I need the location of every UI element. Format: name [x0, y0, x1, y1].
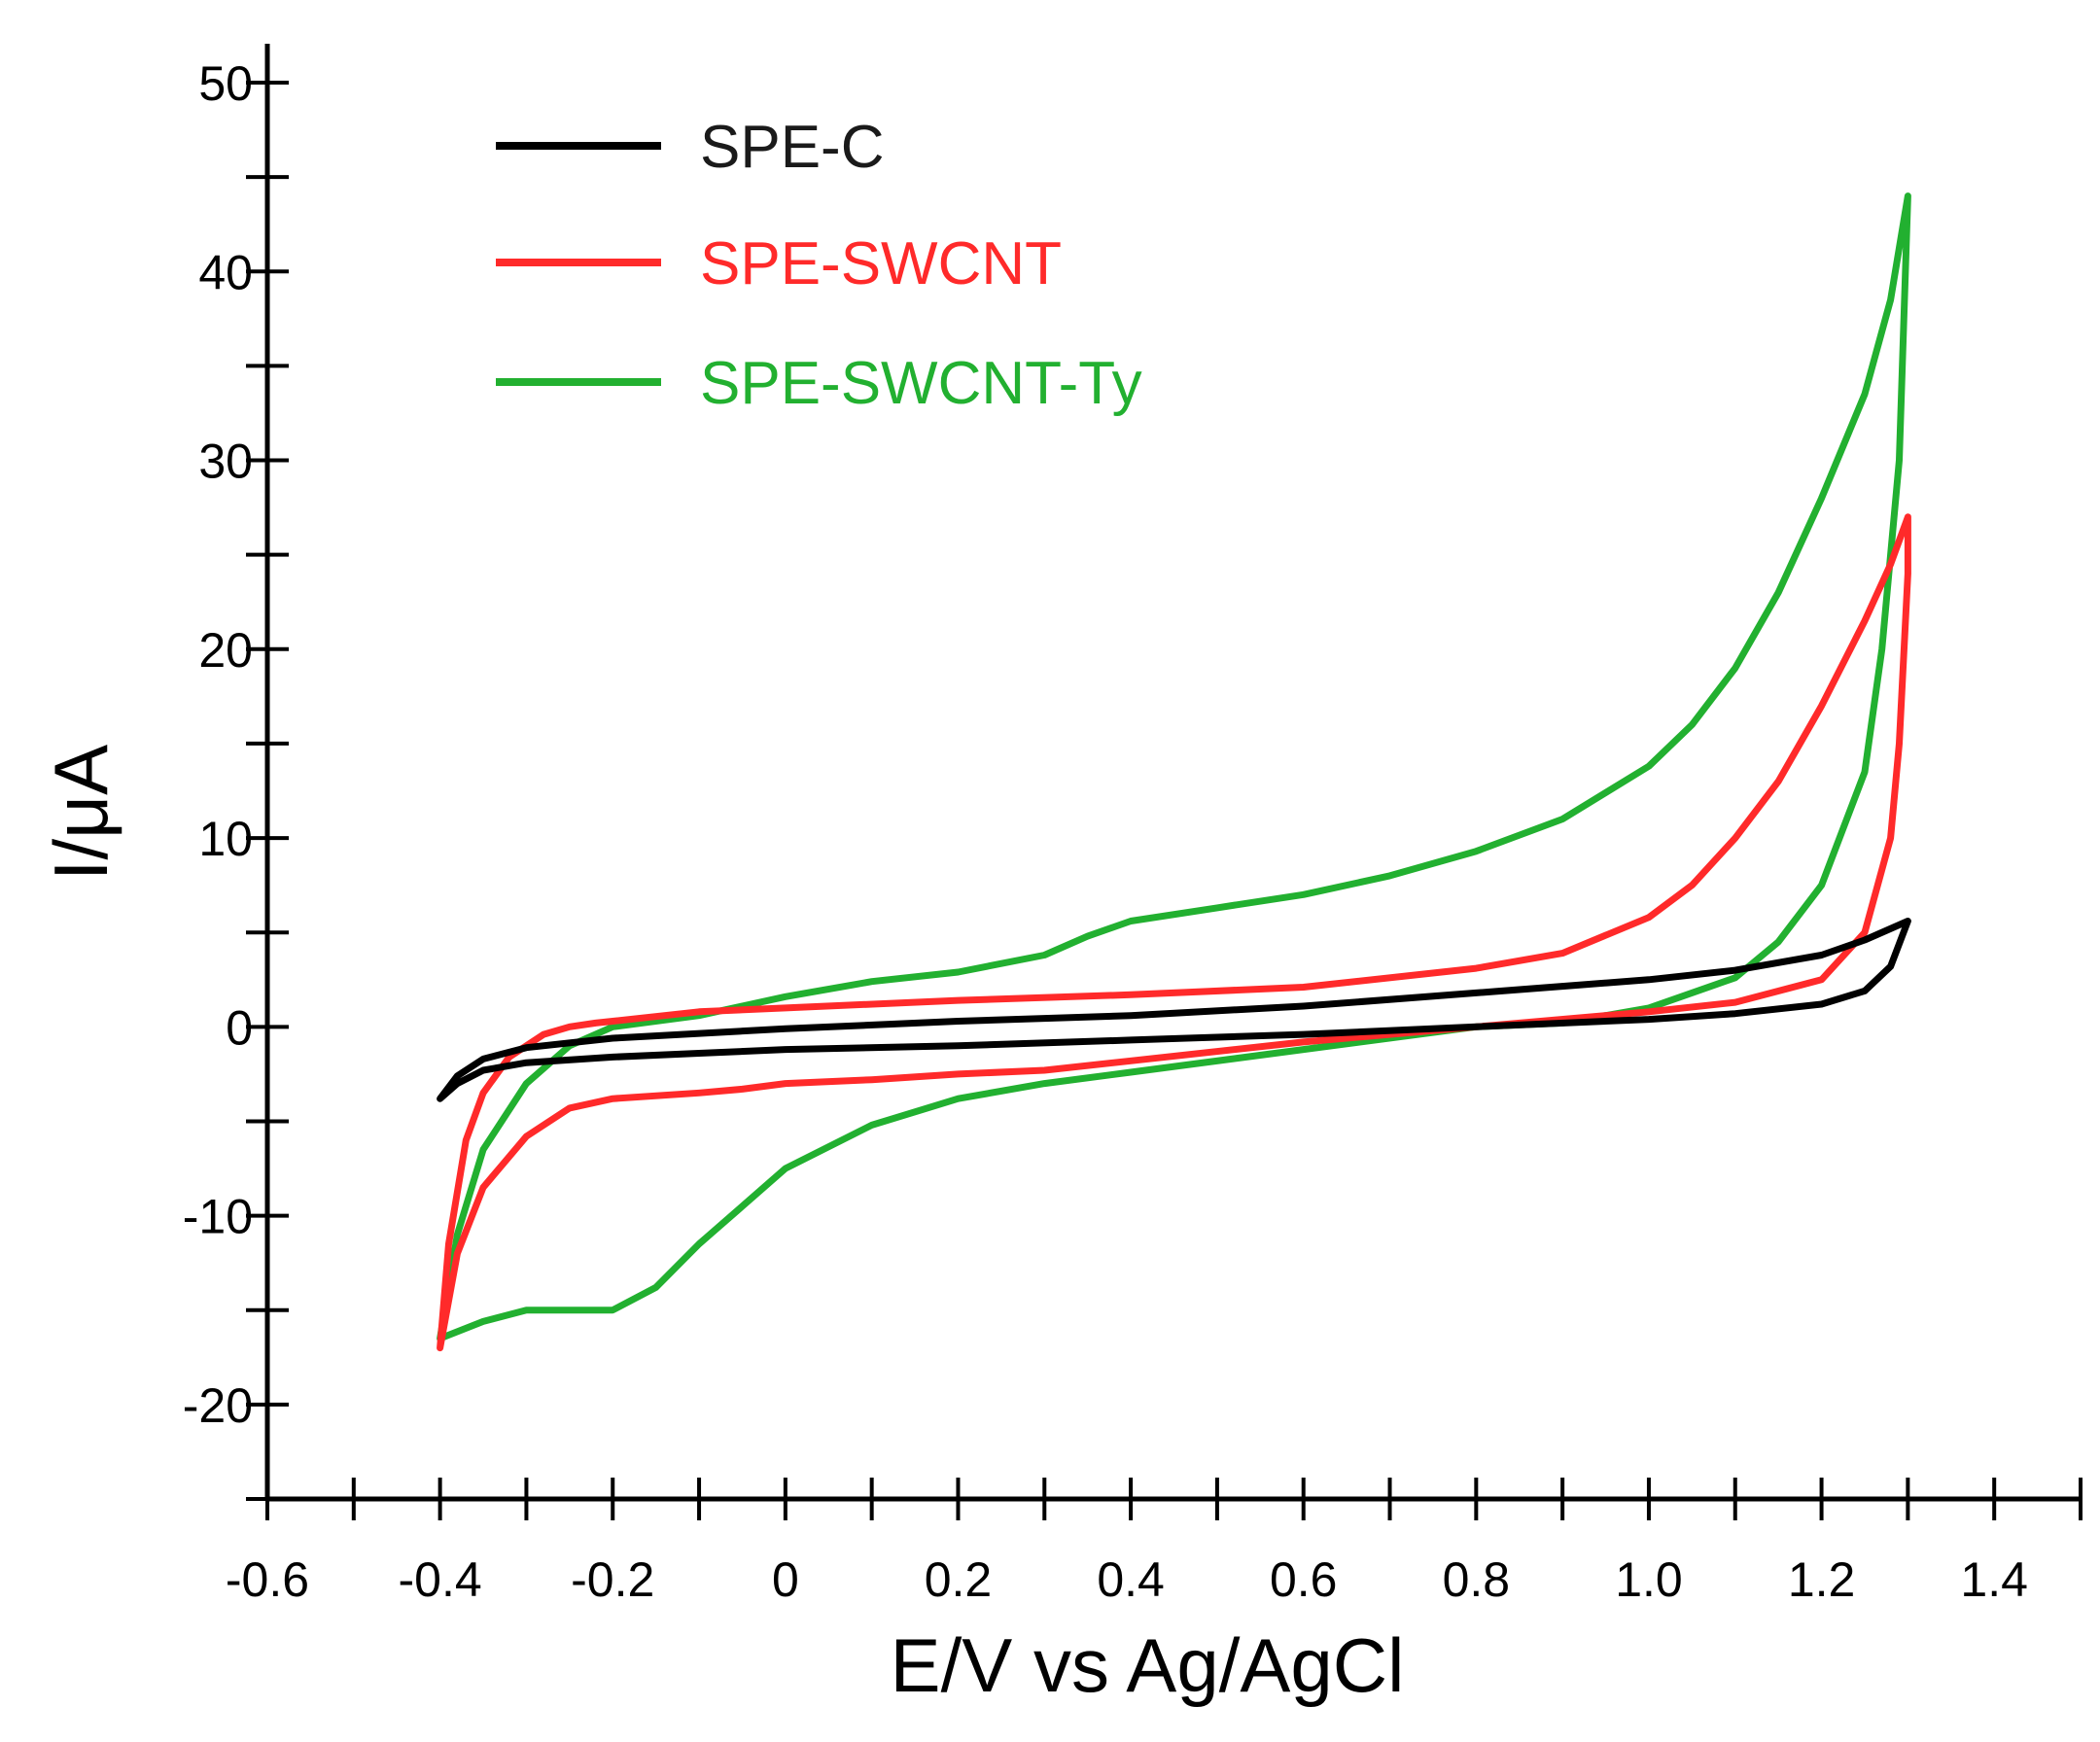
x-tick-label: 1.0: [1615, 1552, 1683, 1607]
x-tick-label: 0: [772, 1552, 799, 1607]
y-axis-title: I/μA: [38, 745, 123, 881]
x-tick-label: 0.4: [1097, 1552, 1165, 1607]
x-tick-label: 0.6: [1270, 1552, 1338, 1607]
y-axis-ticks: -20 -10 0 10 20 30 40 50: [183, 56, 289, 1501]
axes: -0.6 -0.4 -0.2 0 0.2 0.4 0.6 0.8 1.0 1.2 1.4 -20 -1…: [183, 44, 2082, 1607]
y-tick-label: -20: [183, 1378, 253, 1433]
x-tick-label: -0.4: [399, 1552, 482, 1607]
x-axis-ticks: -0.6 -0.4 -0.2 0 0.2 0.4 0.6 0.8 1.0 1.2 1.4: [226, 1478, 2082, 1607]
x-tick-label: 0.8: [1443, 1552, 1511, 1607]
legend-item-spe-swcnt-ty: SPE-SWCNT-Ty: [496, 350, 1142, 417]
y-tick-label: 0: [226, 1000, 253, 1055]
legend-label-spe-swcnt: SPE-SWCNT: [700, 230, 1062, 297]
y-tick-label: 20: [198, 623, 253, 678]
legend-label-spe-c: SPE-C: [700, 114, 884, 181]
x-tick-label: -0.2: [571, 1552, 654, 1607]
y-tick-label: 50: [198, 56, 253, 111]
series-line-spe-swcnt: [437, 513, 1911, 1352]
y-tick-label: -10: [183, 1190, 253, 1244]
legend-item-spe-swcnt: SPE-SWCNT: [496, 230, 1062, 297]
legend-label-spe-swcnt-ty: SPE-SWCNT-Ty: [700, 350, 1142, 417]
y-tick-label: 40: [198, 245, 253, 299]
x-tick-label: 0.2: [925, 1552, 993, 1607]
y-tick-label: 10: [198, 812, 253, 866]
series-line-spe-c: [437, 918, 1911, 1102]
x-axis-title: E/V vs Ag/AgCl: [891, 1622, 1405, 1708]
plot-series: [437, 192, 1911, 1352]
x-tick-label: 1.2: [1788, 1552, 1856, 1607]
x-tick-label: 1.4: [1960, 1552, 2028, 1607]
x-tick-label: -0.6: [226, 1552, 309, 1607]
legend: SPE-C SPE-SWCNT SPE-SWCNT-Ty: [496, 114, 1142, 417]
series-line-spe-swcnt-ty: [437, 192, 1911, 1342]
legend-item-spe-c: SPE-C: [496, 114, 884, 181]
y-tick-label: 30: [198, 435, 253, 489]
